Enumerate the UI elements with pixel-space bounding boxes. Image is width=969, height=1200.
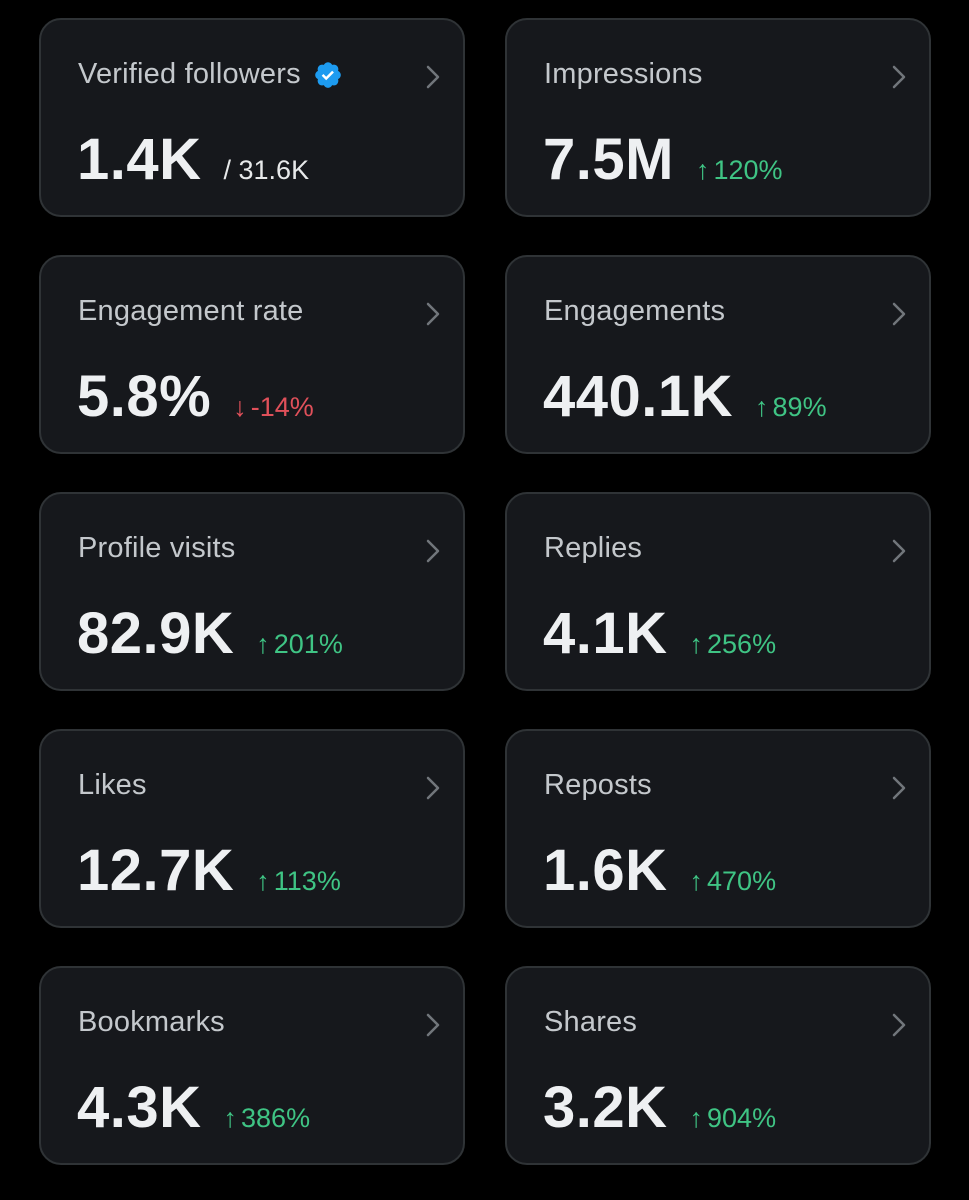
value-row: 440.1K ↑ 89%: [543, 363, 827, 430]
chevron-right-icon: [892, 539, 906, 563]
arrow-up-icon: ↑: [689, 629, 704, 659]
metric-value: 1.4K: [77, 127, 202, 192]
card-engagements[interactable]: Engagements 440.1K ↑ 89%: [505, 255, 931, 454]
change-percent: -14%: [250, 392, 314, 422]
metric-value: 82.9K: [77, 601, 235, 666]
chevron-right-icon: [892, 776, 906, 800]
arrow-up-icon: ↑: [695, 155, 710, 185]
value-row: 7.5M ↑ 120%: [543, 126, 783, 193]
arrow-down-icon: ↓: [233, 392, 247, 422]
analytics-grid: Verified followers 1.4K / 31.6K Impressi…: [39, 18, 931, 1165]
card-bookmarks[interactable]: Bookmarks 4.3K ↑ 386%: [39, 966, 465, 1165]
metric-change: ↓ -14%: [233, 392, 314, 423]
value-row: 5.8% ↓ -14%: [77, 363, 314, 430]
value-row: 1.4K / 31.6K: [77, 126, 309, 193]
card-label: Profile visits: [78, 532, 236, 564]
change-percent: 113%: [273, 866, 341, 896]
chevron-right-icon: [426, 776, 440, 800]
card-label: Bookmarks: [78, 1006, 225, 1038]
card-label: Likes: [78, 769, 147, 801]
card-label: Impressions: [544, 58, 703, 90]
value-row: 4.1K ↑ 256%: [543, 600, 776, 667]
metric-value: 5.8%: [77, 364, 212, 429]
metric-value: 12.7K: [77, 838, 235, 903]
verified-badge-icon: [315, 61, 341, 88]
arrow-up-icon: ↑: [256, 629, 270, 659]
card-profile-visits[interactable]: Profile visits 82.9K ↑ 201%: [39, 492, 465, 691]
metric-change: ↑ 904%: [690, 1103, 777, 1134]
card-label: Shares: [544, 1006, 638, 1038]
chevron-right-icon: [892, 65, 906, 89]
card-engagement-rate[interactable]: Engagement rate 5.8% ↓ -14%: [39, 255, 465, 454]
value-row: 12.7K ↑ 113%: [77, 837, 341, 904]
change-percent: 386%: [241, 1103, 311, 1133]
card-verified-followers[interactable]: Verified followers 1.4K / 31.6K: [39, 18, 465, 217]
arrow-up-icon: ↑: [689, 866, 704, 896]
card-replies[interactable]: Replies 4.1K ↑ 256%: [505, 492, 931, 691]
change-percent: 904%: [707, 1103, 777, 1133]
metric-value: 440.1K: [543, 364, 734, 429]
chevron-right-icon: [426, 65, 440, 89]
metric-change: ↑ 120%: [696, 155, 783, 186]
chevron-right-icon: [426, 539, 440, 563]
change-percent: 89%: [772, 392, 827, 422]
value-row: 3.2K ↑ 904%: [543, 1074, 776, 1141]
arrow-up-icon: ↑: [256, 866, 270, 896]
metric-change: ↑ 113%: [256, 866, 341, 897]
change-percent: 470%: [707, 866, 777, 896]
card-label: Verified followers: [78, 58, 343, 91]
card-reposts[interactable]: Reposts 1.6K ↑ 470%: [505, 729, 931, 928]
metric-value: 4.1K: [543, 601, 668, 666]
card-shares[interactable]: Shares 3.2K ↑ 904%: [505, 966, 931, 1165]
chevron-right-icon: [892, 1013, 906, 1037]
metric-value: 7.5M: [543, 127, 674, 192]
arrow-up-icon: ↑: [223, 1103, 238, 1133]
metric-change: ↑ 256%: [690, 629, 777, 660]
card-label: Engagements: [544, 295, 726, 327]
metric-change: ↑ 386%: [224, 1103, 311, 1134]
card-impressions[interactable]: Impressions 7.5M ↑ 120%: [505, 18, 931, 217]
value-row: 1.6K ↑ 470%: [543, 837, 776, 904]
metric-value: 3.2K: [543, 1075, 668, 1140]
metric-change: ↑ 89%: [755, 392, 827, 423]
change-percent: 120%: [713, 155, 783, 185]
arrow-up-icon: ↑: [689, 1103, 704, 1133]
chevron-right-icon: [426, 1013, 440, 1037]
chevron-right-icon: [426, 302, 440, 326]
arrow-up-icon: ↑: [755, 392, 769, 422]
card-label: Replies: [544, 532, 643, 564]
change-percent: 256%: [707, 629, 777, 659]
metric-change: ↑ 201%: [256, 629, 343, 660]
card-likes[interactable]: Likes 12.7K ↑ 113%: [39, 729, 465, 928]
change-percent: 201%: [273, 629, 343, 659]
metric-total: / 31.6K: [223, 155, 310, 185]
metric-change: ↑ 470%: [690, 866, 777, 897]
value-row: 82.9K ↑ 201%: [77, 600, 343, 667]
metric-value: 4.3K: [77, 1075, 202, 1140]
metric-value: 1.6K: [543, 838, 668, 903]
chevron-right-icon: [892, 302, 906, 326]
card-label: Engagement rate: [78, 295, 304, 327]
card-label-text: Verified followers: [78, 58, 301, 90]
card-label: Reposts: [544, 769, 652, 801]
value-row: 4.3K ↑ 386%: [77, 1074, 310, 1141]
